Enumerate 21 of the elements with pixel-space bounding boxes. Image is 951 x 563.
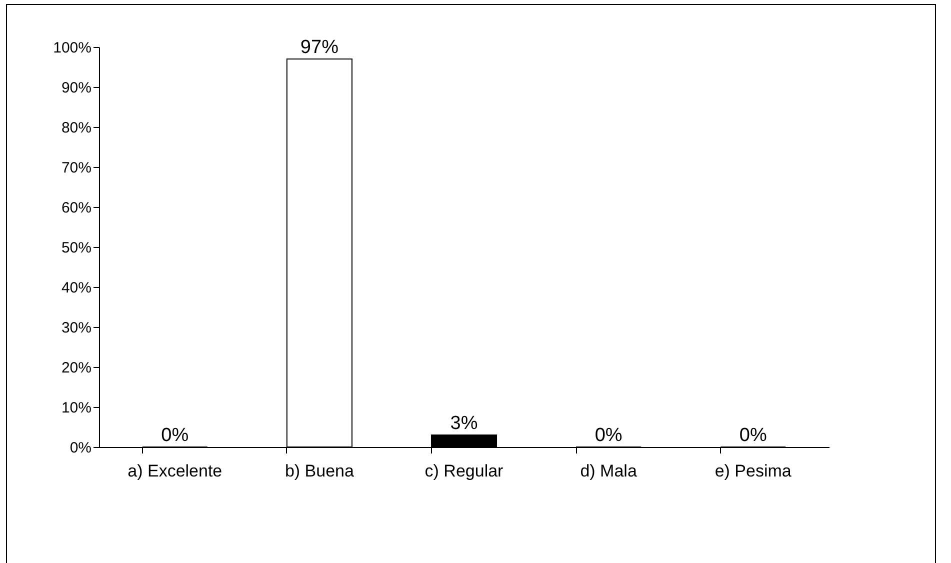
x-tick-label: e) Pesima	[714, 462, 792, 480]
data-label: 0%	[161, 425, 189, 446]
y-tick-label: 10%	[61, 400, 92, 416]
data-label: 0%	[594, 425, 622, 446]
x-tick-label: b) Buena	[284, 462, 354, 480]
data-label: 97%	[300, 37, 339, 58]
y-tick-label: 40%	[61, 280, 92, 296]
x-tick-label: a) Excelente	[128, 462, 222, 480]
data-label: 0%	[739, 425, 767, 446]
x-tick-label: d) Mala	[580, 462, 638, 480]
data-label: 3%	[450, 413, 478, 434]
y-tick-label: 100%	[53, 40, 92, 56]
y-tick-label: 80%	[61, 120, 92, 136]
y-tick-label: 20%	[61, 360, 92, 376]
y-tick-label: 70%	[61, 160, 92, 176]
y-tick-label: 30%	[61, 320, 92, 336]
y-tick-label: 50%	[61, 240, 92, 256]
y-tick-label: 60%	[61, 200, 92, 216]
y-tick-label: 90%	[61, 80, 92, 96]
x-tick-label: c) Regular	[424, 462, 504, 480]
y-tick-label: 0%	[70, 440, 92, 456]
